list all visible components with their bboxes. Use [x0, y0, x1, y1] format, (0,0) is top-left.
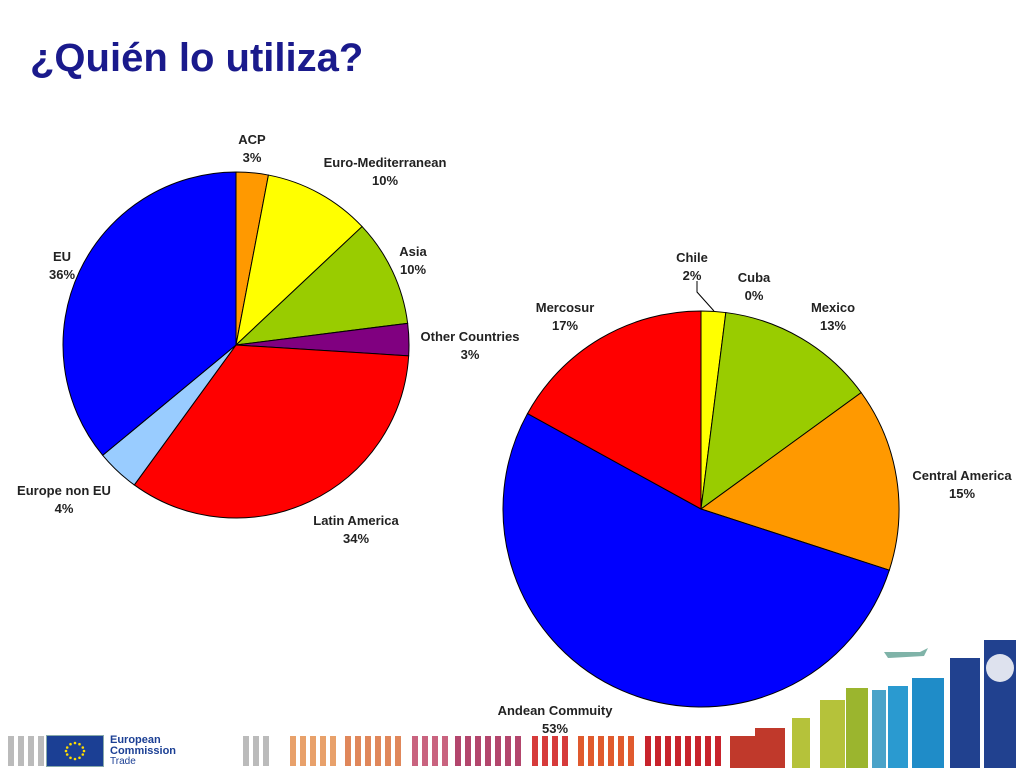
chart1-eu-slice — [62, 171, 237, 456]
decor-bar — [792, 718, 810, 768]
decor-stripe — [485, 736, 491, 766]
decor-stripe — [412, 736, 418, 766]
decor-bar — [755, 728, 785, 768]
decor-stripe — [532, 736, 538, 766]
chart1-asia-label: Asia — [399, 244, 427, 259]
decor-stripe — [588, 736, 594, 766]
chart1-euro-mediterranean-value-label: 10% — [372, 173, 398, 188]
decor-stripe — [330, 736, 336, 766]
chart2-cuba-leader-line — [696, 281, 715, 312]
decor-stripe — [665, 736, 671, 766]
decor-stripe — [300, 736, 306, 766]
chart1-eu-value-label: 36% — [49, 267, 75, 282]
chart1-other-countries-label: Other Countries — [421, 329, 520, 344]
chart1-europe-non-eu-value-label: 4% — [55, 501, 74, 516]
chart2-mexico-label: Mexico — [811, 300, 855, 315]
decor-stripe — [28, 736, 34, 766]
decor-stripe — [618, 736, 624, 766]
chart1-euro-mediterranean-label: Euro-Mediterranean — [324, 155, 447, 170]
globe-icon — [986, 654, 1014, 682]
chart2-mexico-slice — [700, 312, 862, 511]
chart2-mexico-value-label: 13% — [820, 318, 846, 333]
chart1-europe-non-eu-label: Europe non EU — [17, 483, 111, 498]
decor-stripe — [8, 736, 14, 766]
decor-stripe — [253, 736, 259, 766]
decor-bar — [912, 678, 944, 768]
decor-stripe — [18, 736, 24, 766]
decor-stripe — [695, 736, 701, 766]
org-name: European Commission — [110, 734, 177, 757]
chart1-latin-america-slice — [133, 344, 410, 519]
chart1-acp-label: ACP — [238, 132, 266, 147]
decor-stripe — [552, 736, 558, 766]
decor-stripe — [395, 736, 401, 766]
decor-stripe — [455, 736, 461, 766]
chart2-mercosur-label: Mercosur — [536, 300, 595, 315]
decor-bar — [846, 688, 868, 768]
decor-stripe — [475, 736, 481, 766]
chart2-andean-commuity-slice — [502, 412, 890, 708]
airplane-icon — [884, 648, 928, 658]
decor-stripe — [432, 736, 438, 766]
decor-stripe — [608, 736, 614, 766]
chart2-mercosur-value-label: 17% — [552, 318, 578, 333]
decor-stripe — [505, 736, 511, 766]
decor-stripe — [578, 736, 584, 766]
decor-stripe — [705, 736, 711, 766]
chart2-chile-value-label: 2% — [683, 268, 702, 283]
chart2-cuba-label: Cuba — [738, 270, 771, 285]
chart2-andean-commuity-label: Andean Commuity — [498, 703, 614, 718]
chart1-euro-mediterranean-slice — [235, 174, 363, 347]
chart1-asia-value-label: 10% — [400, 262, 426, 277]
decor-stripe — [290, 736, 296, 766]
decor-stripe — [495, 736, 501, 766]
decor-stripe — [628, 736, 634, 766]
decor-stripe — [645, 736, 651, 766]
decor-stripe — [465, 736, 471, 766]
chart2-cuba-value-label: 0% — [745, 288, 764, 303]
decor-bar — [872, 690, 886, 768]
chart2-central-america-slice — [699, 391, 900, 571]
decor-stripe — [310, 736, 316, 766]
decor-stripe — [422, 736, 428, 766]
chart1-latin-america-value-label: 34% — [343, 531, 369, 546]
decor-stripe — [442, 736, 448, 766]
decor-stripe — [542, 736, 548, 766]
decor-stripe — [685, 736, 691, 766]
decor-stripe — [562, 736, 568, 766]
chart1-other-countries-value-label: 3% — [461, 347, 480, 362]
org-department: Trade — [110, 756, 136, 767]
chart1-latin-america-label: Latin America — [313, 513, 399, 528]
slide-title: ¿Quién lo utiliza? — [30, 36, 364, 80]
european-commission-logo: European Commission Trade — [46, 734, 216, 767]
decor-stripe — [243, 736, 249, 766]
decor-stripe — [375, 736, 381, 766]
chart1-eu-label: EU — [53, 249, 71, 264]
chart2-mercosur-slice — [526, 310, 702, 510]
chart2-central-america-value-label: 15% — [949, 486, 975, 501]
chart1-acp-value-label: 3% — [243, 150, 262, 165]
decor-stripe — [320, 736, 326, 766]
decor-stripe — [655, 736, 661, 766]
decor-stripe — [675, 736, 681, 766]
decor-stripe — [345, 736, 351, 766]
decor-stripe — [38, 736, 44, 766]
chart2-chile-label: Chile — [676, 250, 708, 265]
chart2-central-america-label: Central America — [912, 468, 1012, 483]
decor-stripe — [263, 736, 269, 766]
decor-bar — [888, 686, 908, 768]
decor-stripe — [365, 736, 371, 766]
chart1-asia-slice — [234, 225, 409, 346]
decor-stripe — [515, 736, 521, 766]
decor-bar — [950, 658, 980, 768]
decor-bar — [820, 700, 845, 768]
decor-stripe — [355, 736, 361, 766]
chart2-andean-commuity-value-label: 53% — [542, 721, 568, 736]
eu-flag-icon — [46, 735, 104, 767]
decor-stripe — [598, 736, 604, 766]
decor-stripe — [385, 736, 391, 766]
decor-stripe — [715, 736, 721, 766]
